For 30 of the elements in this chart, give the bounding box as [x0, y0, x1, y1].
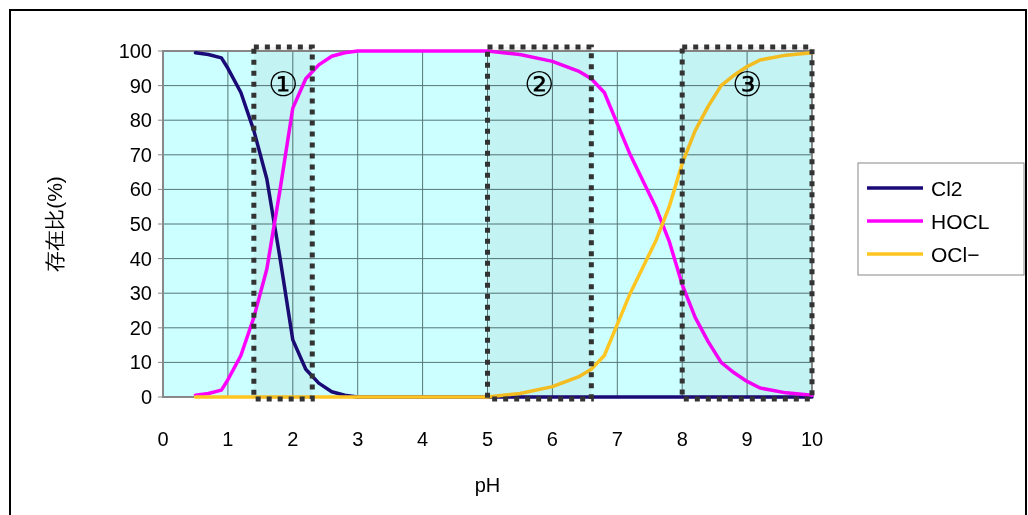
- x-tick-label: 1: [222, 428, 234, 450]
- legend-label: Cl2: [931, 177, 963, 200]
- y-tick-label: 50: [129, 213, 152, 235]
- x-tick-label: 0: [157, 428, 169, 450]
- legend-label: HOCL: [931, 210, 990, 233]
- x-tick-label: 4: [417, 428, 429, 450]
- x-tick-label: 9: [741, 428, 753, 450]
- y-tick-label: 10: [129, 351, 152, 374]
- y-tick-label: 80: [129, 109, 152, 132]
- band-label: ②: [524, 64, 555, 104]
- x-tick-label: 6: [546, 428, 558, 450]
- legend-label: OCl−: [931, 243, 980, 266]
- x-tick-label: 8: [676, 428, 688, 450]
- x-tick-label: 5: [481, 428, 494, 450]
- y-tick-label: 90: [129, 74, 152, 97]
- x-tick-label: 3: [352, 428, 364, 450]
- y-tick-label: 60: [129, 178, 152, 201]
- y-tick-label: 100: [118, 40, 152, 62]
- band-label: ①: [268, 64, 299, 104]
- x-axis-title: pH: [474, 474, 501, 496]
- y-tick-label: 70: [129, 143, 152, 166]
- band-label: ③: [732, 64, 763, 104]
- x-tick-label: 7: [611, 428, 623, 450]
- y-tick-label: 0: [140, 386, 152, 408]
- x-tick-label: 2: [287, 428, 299, 450]
- y-axis-title: 存在比(%): [43, 176, 66, 272]
- y-tick-label: 40: [129, 247, 152, 270]
- x-tick-label: 10: [800, 428, 824, 450]
- y-tick-label: 20: [129, 316, 152, 339]
- y-tick-label: 30: [129, 282, 152, 305]
